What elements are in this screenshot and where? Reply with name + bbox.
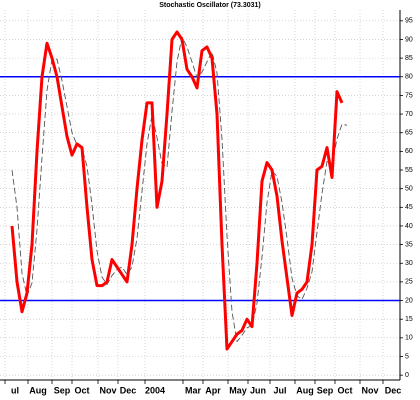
y-tick-label: 40 (405, 223, 413, 230)
x-tick-label: Mar (185, 385, 202, 395)
x-tick-label: Aug (296, 385, 314, 395)
x-tick-label: Jul (273, 385, 286, 395)
y-tick-label: 65 (405, 130, 413, 137)
y-tick-label: 35 (405, 241, 413, 248)
y-tick-label: 25 (405, 279, 413, 286)
y-tick-label: 30 (405, 260, 413, 267)
y-tick-label: 20 (405, 297, 413, 304)
y-tick-label: 60 (405, 148, 413, 155)
y-tick-label: 95 (405, 18, 413, 25)
x-tick-label: Aug (29, 385, 47, 395)
chart-title: Stochastic Oscillator (73.3031) (159, 2, 261, 9)
y-tick-label: 85 (405, 55, 413, 62)
y-tick-label: 15 (405, 316, 413, 323)
y-tick-label: 50 (405, 186, 413, 193)
y-tick-label: 10 (405, 335, 413, 342)
x-tick-label: Sep (54, 385, 71, 395)
x-tick-label: Nov (361, 385, 378, 395)
x-tick-label: Nov (99, 385, 116, 395)
y-tick-label: 70 (405, 111, 413, 118)
x-tick-label: Dec (120, 385, 137, 395)
x-tick-label: Dec (385, 385, 402, 395)
x-tick-label: ul (11, 385, 19, 395)
y-tick-label: 5 (405, 353, 409, 360)
x-tick-label: Apr (205, 385, 221, 395)
y-tick-label: 0 (405, 372, 409, 379)
x-tick-label: Jun (250, 385, 266, 395)
x-tick-label: Oct (337, 385, 352, 395)
y-tick-label: 75 (405, 92, 413, 99)
series-line (10, 30, 344, 351)
y-tick-label: 45 (405, 204, 413, 211)
x-tick-label: Sep (317, 385, 334, 395)
y-tick-label: 80 (405, 74, 413, 81)
x-tick-label: 2004 (145, 385, 165, 395)
x-tick-label: May (229, 385, 247, 395)
x-tick-label: Oct (74, 385, 89, 395)
y-tick-label: 90 (405, 36, 413, 43)
series-line (11, 36, 348, 343)
y-tick-label: 55 (405, 167, 413, 174)
